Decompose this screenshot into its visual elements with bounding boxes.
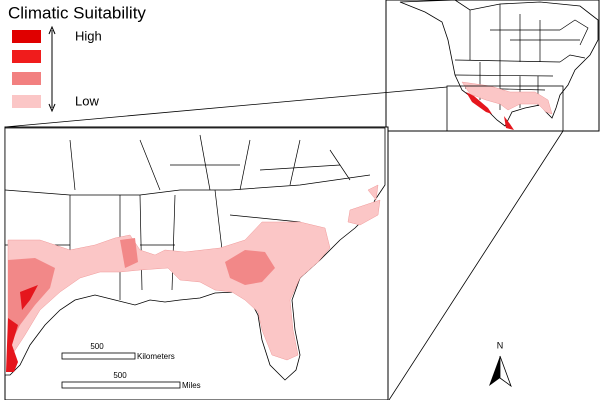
legend-swatch	[12, 30, 41, 43]
zoom-line	[4, 86, 448, 128]
scale-bar-km: 500 Kilometers	[61, 342, 175, 361]
legend-swatch	[12, 72, 41, 85]
legend-swatches	[12, 30, 41, 108]
main-map	[4, 126, 389, 400]
zoom-line	[388, 130, 564, 400]
legend-swatch	[12, 50, 41, 63]
legend-high: High	[75, 28, 102, 43]
scale-unit: Miles	[182, 381, 201, 390]
north-label: N	[497, 340, 504, 350]
scale-bar-mi: 500 Miles	[61, 371, 201, 390]
legend-low: Low	[75, 93, 99, 108]
north-arrow: N	[489, 340, 512, 388]
scale-unit: Kilometers	[137, 352, 175, 361]
inset-map	[385, 0, 600, 132]
legend-arrowheads	[48, 25, 56, 113]
scale-length: 500	[113, 371, 127, 380]
legend-title: Climatic Suitability	[8, 3, 146, 22]
scale-length: 500	[90, 342, 104, 351]
legend-swatch	[12, 95, 41, 108]
